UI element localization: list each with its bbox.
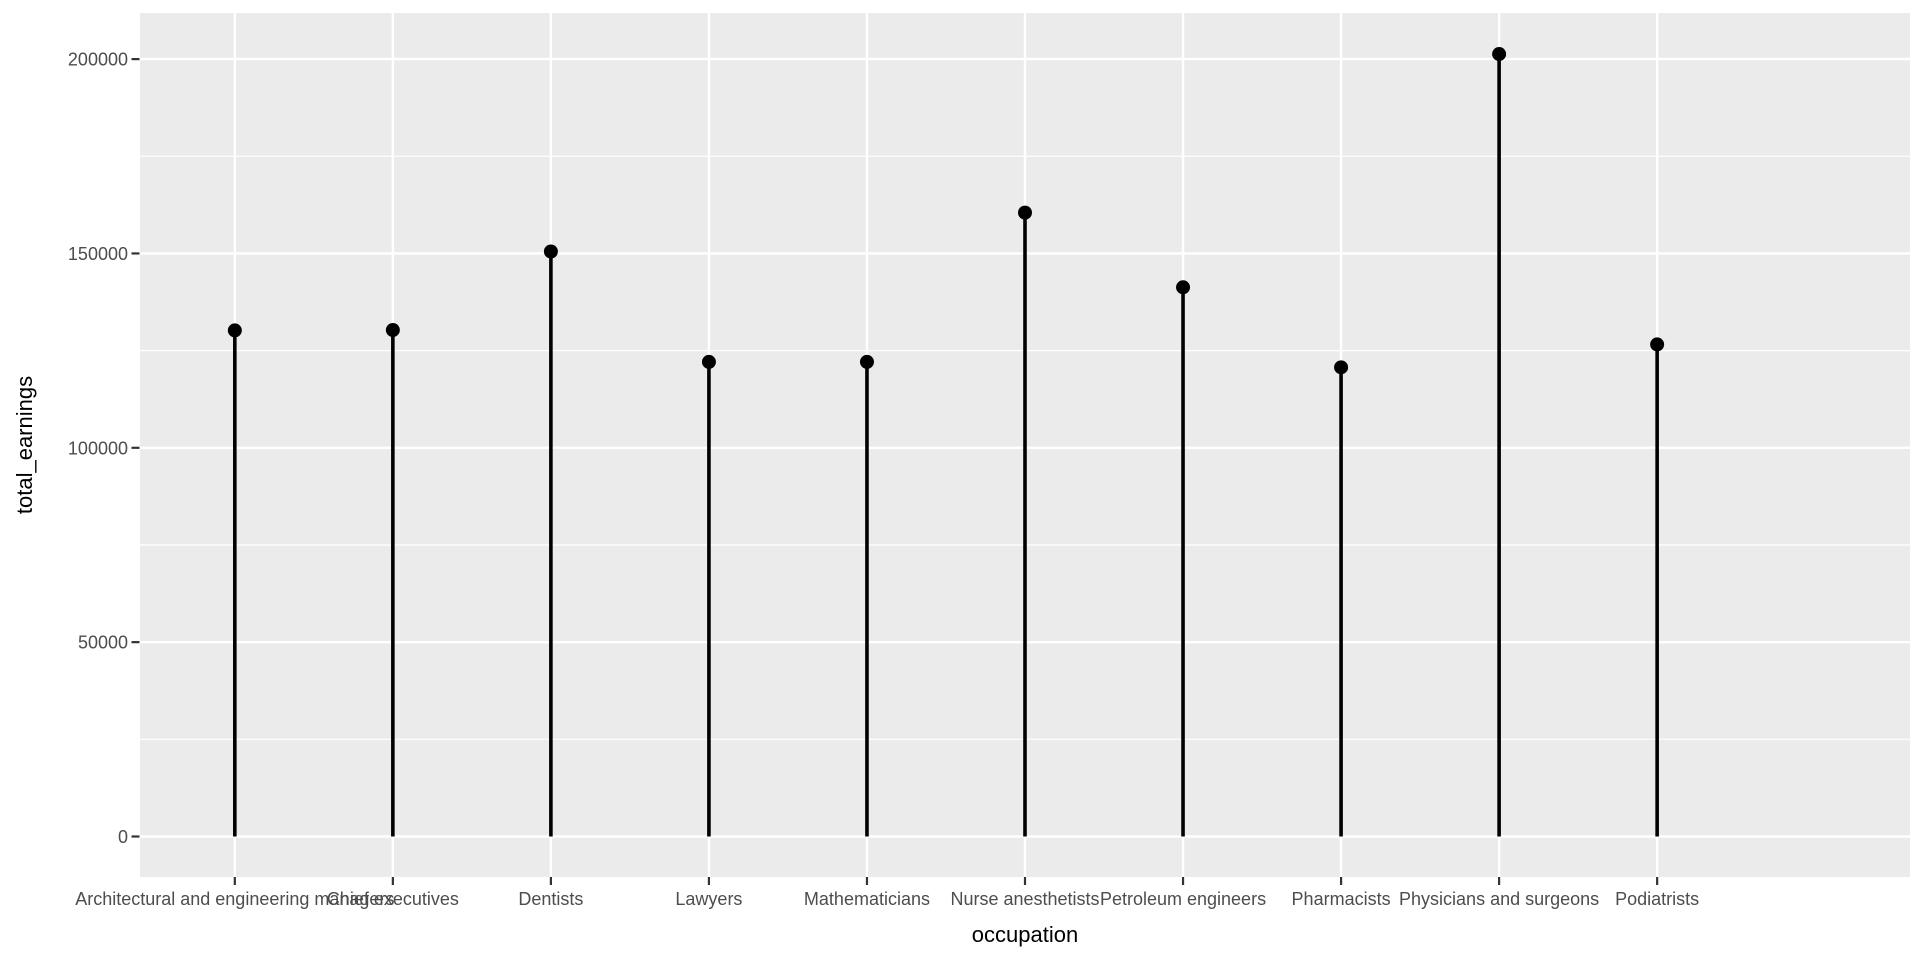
x-tick-label: Pharmacists: [1292, 889, 1391, 909]
x-tick-label: Chief executives: [327, 889, 459, 909]
x-tick-label: Architectural and engineering managers: [75, 889, 394, 909]
data-point: [1334, 360, 1349, 375]
y-axis-title: total_earnings: [12, 375, 37, 515]
x-tick-label: Dentists: [518, 889, 583, 909]
x-tick-label: Podiatrists: [1615, 889, 1699, 909]
y-tick-label: 200000: [68, 50, 128, 70]
y-tick-label: 150000: [68, 244, 128, 264]
x-tick-label: Physicians and surgeons: [1399, 889, 1599, 909]
x-axis-title: occupation: [971, 922, 1079, 947]
x-tick-label: Lawyers: [675, 889, 742, 909]
data-point: [1018, 205, 1032, 220]
y-tick-label: 0: [118, 827, 128, 847]
data-point: [543, 244, 558, 259]
data-point: [1176, 280, 1191, 295]
x-tick-label: Nurse anesthetists: [950, 889, 1099, 909]
data-point: [859, 354, 874, 369]
y-tick-label: 50000: [78, 633, 128, 653]
data-point: [227, 323, 242, 338]
x-tick-label: Petroleum engineers: [1100, 889, 1266, 909]
y-tick-label: 100000: [68, 438, 128, 458]
data-point: [385, 323, 400, 338]
data-point: [701, 354, 716, 369]
x-tick-label: Mathematicians: [804, 889, 930, 909]
data-point: [1650, 337, 1665, 352]
data-point: [1492, 47, 1507, 62]
